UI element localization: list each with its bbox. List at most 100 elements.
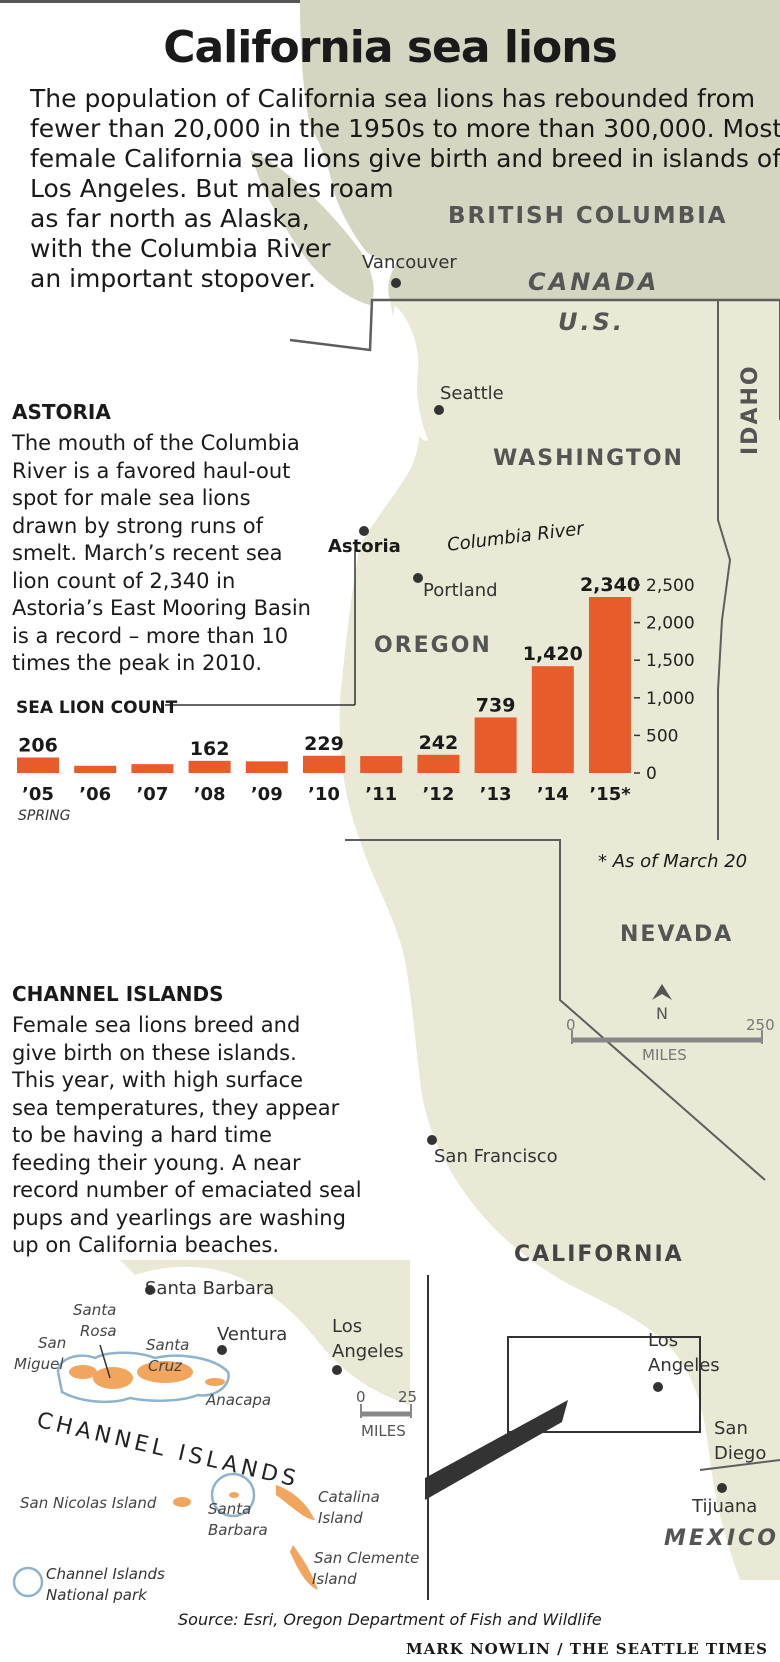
bar [417,754,460,773]
source-note: Source: Esri, Oregon Department of Fish … [178,1610,602,1629]
north-label: N [656,1004,668,1023]
intro-text: The population of California sea lions h… [30,84,780,294]
bar [531,666,574,773]
locator-islands [546,1349,615,1402]
bar-value-label: 206 [18,735,58,757]
bar [303,755,345,773]
inset-catalina-1: Catalina [318,1488,380,1506]
astoria-line: smelt. March’s recent sea [12,541,283,565]
inset-la-1: Los [332,1316,363,1337]
scale-max: 250 [746,1016,775,1034]
inset-santa-barbara-isl-2: Barbara [208,1521,268,1539]
inset-scale-bar [360,1404,412,1418]
park-rings [12,1351,256,1598]
x-tick-label: ’05 [22,784,54,805]
x-tick-label: ’07 [136,784,168,805]
santa-rosa-leader [99,1344,111,1379]
inset-santa-cruz-2: Cruz [148,1357,183,1375]
legend-label-2: National park [46,1586,147,1604]
channel-line: to be having a hard time [12,1123,272,1147]
intro-line: fewer than 20,000 in the 1950s to more t… [30,114,780,143]
bar-value-label: 162 [190,738,230,760]
x-tick-label: ’09 [251,784,283,805]
inset-san-clemente-2: Island [312,1570,357,1588]
label-us: U.S. [558,308,626,336]
canada-land [300,0,780,300]
label-tijuana: Tijuana [692,1496,758,1517]
inset-santa-barbara-isl-1: Santa [208,1500,252,1518]
credit-line: MARK NOWLIN / THE SEATTLE TIMES [406,1640,768,1658]
inset-scale-max: 25 [398,1388,418,1406]
channel-line: feeding their young. A near [12,1150,301,1175]
inset-scale-unit: MILES [361,1422,406,1440]
scale-unit: MILES [642,1046,687,1064]
label-oregon: OREGON [374,633,492,658]
label-idaho: IDAHO [738,364,763,455]
x-tick-label: ’11 [365,784,397,805]
label-nevada: NEVADA [620,922,734,947]
astoria-line: The mouth of the Columbia [12,431,300,455]
bar [17,757,59,773]
inset-santa-rosa-1: Santa [73,1301,117,1319]
astoria-line: Astoria’s East Mooring Basin [12,596,311,620]
channel-line: Female sea lions breed and [12,1013,301,1037]
sea-lion-count-chart: 206 ’05 ’06 ’07 162 ’08 ’09 229 ’10 ’11 242 ’12 739 ’… [17,574,695,805]
bar [245,761,288,773]
astoria-line: drawn by strong runs of [12,513,264,538]
bar [131,764,174,773]
inset-san-miguel-2: Miguel [14,1355,64,1373]
inset-santa-rosa-2: Rosa [80,1322,117,1340]
chart-title: SEA LION COUNT [16,698,178,718]
label-portland: Portland [423,580,498,601]
astoria-line: lion count of 2,340 in [12,568,236,593]
bar [74,765,117,773]
astoria-line: is a record – more than 10 [12,623,289,648]
bar [360,756,403,773]
scale-zero: 0 [566,1016,576,1034]
y-tick-label: 2,000 [646,614,695,634]
label-mexico: MEXICO [664,1526,779,1551]
channel-line: give birth on these islands. [12,1040,297,1065]
intro-line: The population of California sea lions h… [30,84,756,113]
astoria-line: spot for male sea lions [12,486,251,510]
vancouver-island [250,150,374,305]
intro-line: as far north as Alaska, [30,204,310,233]
x-tick-label: ’08 [194,784,226,805]
la-locator-box [507,1336,701,1433]
y-tick-label: 1,500 [646,651,695,671]
inset-la-2: Angeles [332,1341,404,1362]
label-la-1: Los [648,1330,679,1351]
city-dots [145,278,727,1493]
channel-line: pups and yearlings are washing [12,1205,346,1230]
leaders [165,550,356,706]
intro-line: with the Columbia River [30,234,331,263]
inset-land [120,1260,410,1405]
inset-catalina-2: Island [318,1509,363,1527]
x-tick-label: ’13 [480,784,512,805]
astoria-line: times the peak in 2010. [12,651,263,675]
intro-line: Los Angeles. But males roam [30,174,394,203]
label-washington: WASHINGTON [493,446,684,471]
north-arrow-icon [652,984,672,1000]
inset-san-nicolas: San Nicolas Island [20,1494,157,1512]
label-vancouver: Vancouver [362,252,457,273]
chart-x-note: SPRING [18,808,71,824]
inset-islands [69,1361,318,1590]
label-san-francisco: San Francisco [434,1146,558,1167]
inset-santa-cruz-1: Santa [146,1336,190,1354]
channel-line: This year, with high surface [12,1068,304,1092]
main-scale-bar [571,1030,763,1044]
channel-body: Female sea lions breed and give birth on… [12,1012,362,1260]
channel-line: up on California beaches. [12,1233,280,1257]
borders [289,298,780,1471]
astoria-line: River is a favored haul-out [12,458,291,483]
chart-footnote: * As of March 20 [598,851,748,872]
inset-san-miguel-1: San [38,1334,67,1352]
label-canada: CANADA [528,268,660,296]
label-california: CALIFORNIA [514,1242,684,1267]
label-san-diego-2: Diego [714,1443,767,1464]
label-la-2: Angeles [648,1355,720,1376]
legend-label-1: Channel Islands [46,1565,165,1583]
y-tick-label: 0 [646,764,657,784]
